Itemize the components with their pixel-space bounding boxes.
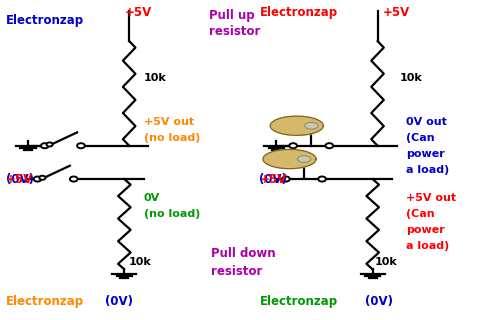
- Text: +5V: +5V: [381, 6, 409, 19]
- Text: Electronzap: Electronzap: [259, 6, 337, 19]
- Text: (0V): (0V): [365, 295, 393, 308]
- Text: Pull down: Pull down: [211, 247, 275, 260]
- Circle shape: [77, 143, 85, 148]
- Circle shape: [70, 177, 77, 181]
- Text: 0V out: 0V out: [406, 117, 446, 127]
- Circle shape: [282, 177, 289, 181]
- Text: (Can: (Can: [406, 133, 434, 143]
- Text: (0V): (0V): [259, 173, 287, 186]
- Polygon shape: [270, 116, 323, 135]
- Text: 10k: 10k: [129, 257, 151, 267]
- Text: +5V: +5V: [259, 173, 286, 186]
- Text: a load): a load): [406, 165, 449, 175]
- Text: (0V): (0V): [6, 173, 34, 186]
- Text: a load): a load): [406, 241, 449, 251]
- Text: +5V: +5V: [6, 173, 33, 186]
- Circle shape: [318, 177, 325, 181]
- Circle shape: [33, 177, 41, 181]
- Text: Pull up: Pull up: [208, 9, 254, 22]
- Text: +5V: +5V: [124, 6, 151, 19]
- Text: (0V): (0V): [105, 295, 133, 308]
- Circle shape: [307, 128, 314, 132]
- Text: (Can: (Can: [406, 209, 434, 219]
- Circle shape: [300, 161, 307, 165]
- Text: Electronzap: Electronzap: [259, 295, 337, 308]
- Text: power: power: [406, 149, 444, 159]
- Polygon shape: [262, 149, 316, 169]
- Text: Electronzap: Electronzap: [6, 14, 84, 27]
- Ellipse shape: [297, 156, 310, 163]
- Circle shape: [325, 143, 333, 148]
- Text: resistor: resistor: [208, 25, 259, 38]
- Text: +5V out: +5V out: [143, 117, 194, 127]
- Text: (no load): (no load): [143, 133, 199, 143]
- Text: 10k: 10k: [374, 257, 397, 267]
- Circle shape: [39, 176, 45, 180]
- Circle shape: [288, 143, 296, 148]
- Text: 0V: 0V: [143, 193, 160, 203]
- Circle shape: [41, 143, 48, 148]
- Text: resistor: resistor: [211, 265, 262, 278]
- Text: +5V out: +5V out: [406, 193, 455, 203]
- Ellipse shape: [304, 122, 318, 129]
- Text: (no load): (no load): [143, 209, 199, 219]
- Circle shape: [46, 142, 53, 147]
- Text: 10k: 10k: [398, 73, 421, 83]
- Text: 10k: 10k: [143, 73, 166, 83]
- Text: Electronzap: Electronzap: [6, 295, 84, 308]
- Text: power: power: [406, 225, 444, 235]
